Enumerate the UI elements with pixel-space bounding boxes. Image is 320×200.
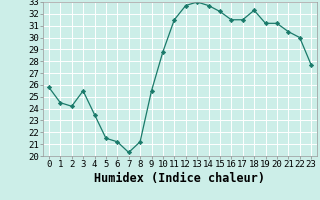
X-axis label: Humidex (Indice chaleur): Humidex (Indice chaleur) [94, 172, 266, 185]
